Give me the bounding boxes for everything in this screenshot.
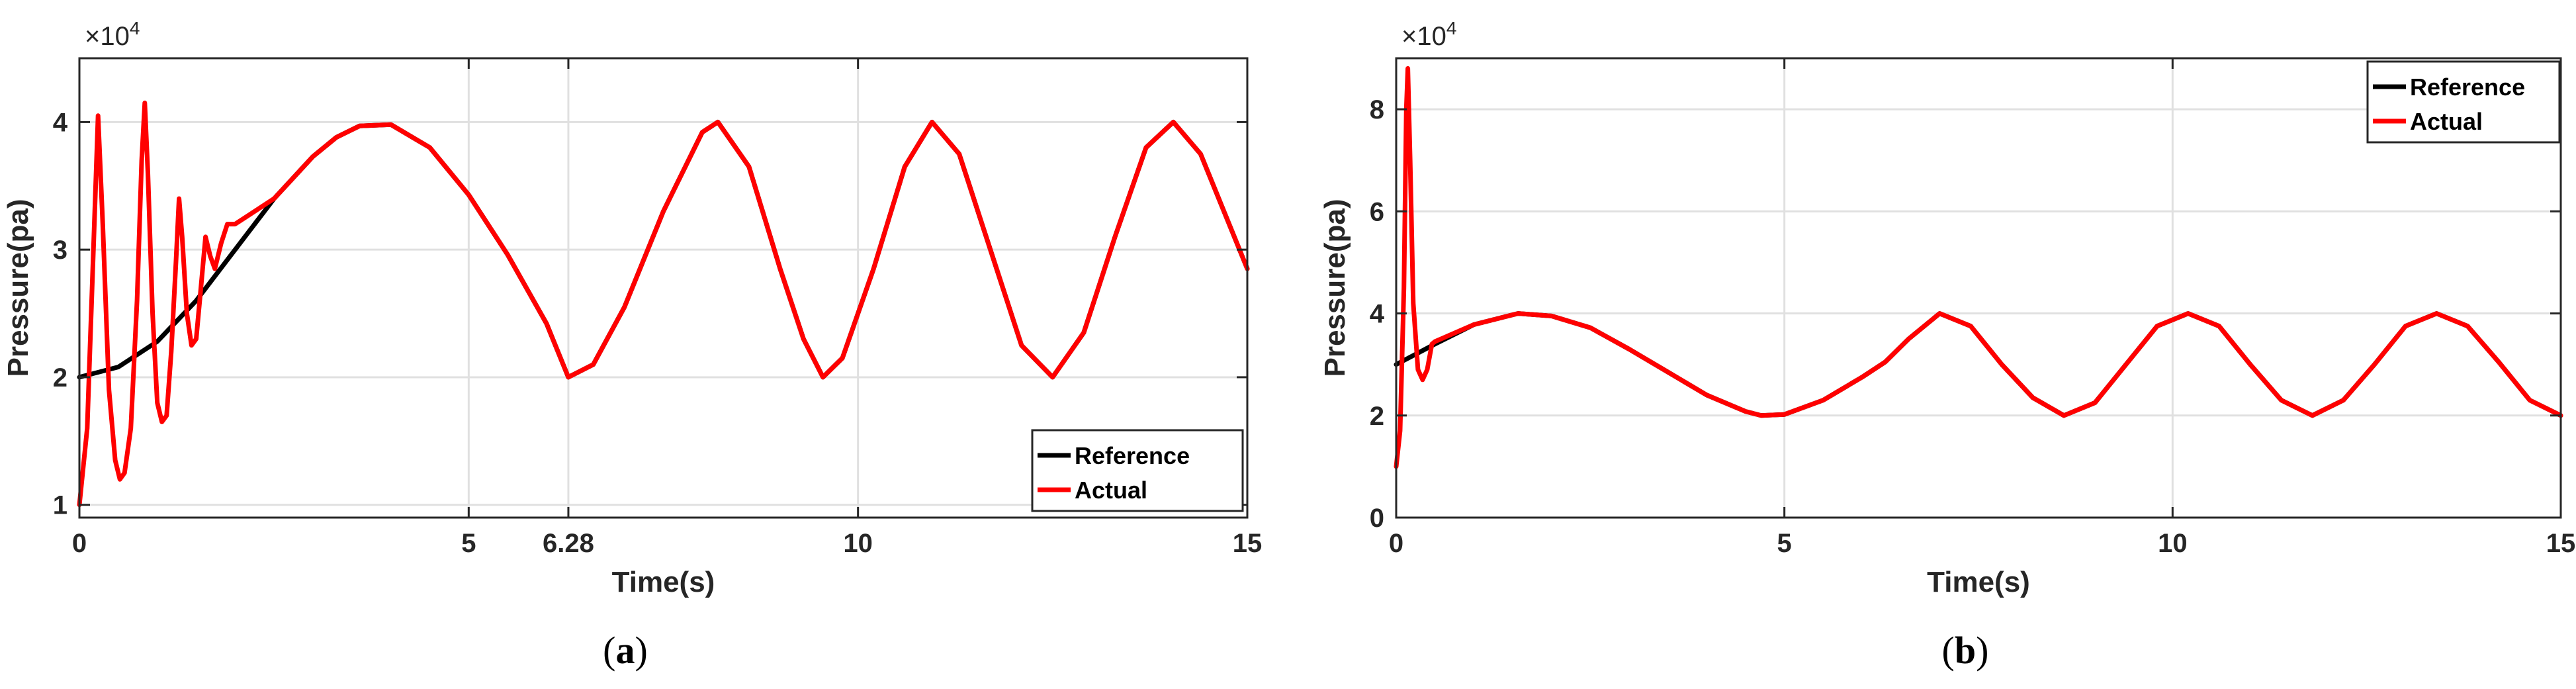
panel-a-x-axis-label: Time(s) [612, 566, 715, 598]
chart-panel-b: 0 5 10 15 0 2 4 6 8 ×104 Time(s) Pressure(pa) Refere… [1319, 18, 2575, 672]
panel-b-y-tick-label: 4 [1370, 300, 1385, 329]
panel-a-y-tick-label: 2 [53, 363, 67, 392]
panel-a-x-tick-label: 15 [1233, 529, 1263, 558]
panel-a-legend-label-reference: Reference [1075, 442, 1190, 469]
panel-b-legend-box [2366, 60, 2561, 144]
panel-a-y-multiplier-exponent: 4 [130, 18, 140, 38]
panel-a-x-tick-label: 6.28 [543, 529, 594, 558]
panel-b-legend-label-reference: Reference [2410, 73, 2525, 101]
panel-a-x-tick-label: 5 [461, 529, 476, 558]
panel-b-caption-label: (b) [1942, 629, 1989, 672]
panel-a-y-multiplier: ×104 [85, 18, 140, 51]
panel-b-y-tick-label: 0 [1370, 504, 1384, 533]
panel-b-y-tick-label: 6 [1370, 197, 1384, 226]
panel-b-y-tick-label: 8 [1370, 95, 1384, 124]
panel-a-x-tick-label: 10 [843, 529, 873, 558]
panel-a-caption-label: (a) [603, 629, 648, 672]
panel-a-y-tick-label: 3 [53, 236, 67, 265]
panel-b-series-actual-line [1394, 66, 2563, 469]
panel-a-axes-frame [78, 57, 1249, 519]
panel-b-y-axis-label: Pressure(pa) [1319, 199, 1351, 377]
panel-a-caption-letter: a [616, 629, 635, 672]
panel-a-legend-box [1031, 429, 1244, 512]
panel-a-x-tick-label: 0 [72, 529, 87, 558]
panel-b-x-tick-label: 0 [1389, 529, 1403, 558]
panel-a-y-tick-label: 4 [53, 108, 68, 137]
panel-b-x-tick-label: 5 [1777, 529, 1792, 558]
panel-a-y-tick-label: 1 [53, 491, 67, 520]
panel-b-x-axis-label: Time(s) [1927, 566, 2030, 598]
panel-a-series-actual-line [77, 101, 1250, 508]
panel-a-y-axis-label: Pressure(pa) [2, 199, 34, 377]
panel-b-y-multiplier-exponent: 4 [1446, 18, 1457, 38]
panel-b-x-tick-label: 10 [2158, 529, 2188, 558]
panel-b-axes-frame [1395, 57, 2562, 519]
panel-b-y-tick-label: 2 [1370, 402, 1384, 431]
panel-b-legend-label-actual: Actual [2410, 108, 2483, 135]
panel-b-x-tick-label: 15 [2546, 529, 2576, 558]
chart-panel-a: 0 5 6.28 10 151234×104Time(s)Pressure(pa)Ref… [2, 18, 1262, 672]
panel-b-caption-letter: b [1955, 629, 1976, 672]
panel-b-y-multiplier: ×104 [1401, 18, 1456, 51]
panel-a-legend-label-actual: Actual [1075, 477, 1147, 504]
